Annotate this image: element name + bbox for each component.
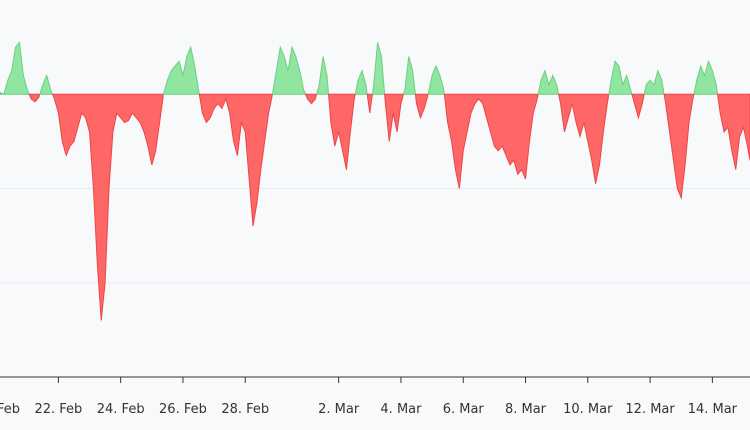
- negative-area: [663, 93, 695, 200]
- x-tick-label: 2. Mar: [318, 402, 360, 417]
- x-tick-label: 20. Feb: [0, 402, 20, 417]
- negative-area: [557, 93, 610, 184]
- x-tick-label: 24. Feb: [97, 402, 145, 417]
- x-tick-label: 14. Mar: [688, 402, 738, 417]
- x-tick-label: 10. Mar: [563, 402, 613, 417]
- negative-area: [328, 93, 356, 170]
- x-tick-label: 28. Feb: [221, 402, 269, 417]
- negative-area: [384, 93, 405, 142]
- x-axis: 20. Feb 22. Feb 24. Feb 26. Feb 28. Feb 2. Ma…: [0, 376, 750, 417]
- positive-area: [39, 73, 54, 95]
- x-tick-label: 26. Feb: [159, 402, 207, 417]
- area-series: [0, 41, 750, 321]
- negative-area: [366, 93, 373, 114]
- positive-area: [315, 56, 330, 95]
- positive-area: [371, 42, 386, 95]
- negative-area: [198, 93, 274, 227]
- negative-area: [51, 93, 165, 321]
- positive-area: [162, 45, 200, 95]
- x-tick-label: 8. Mar: [505, 402, 547, 417]
- positive-area: [0, 41, 30, 95]
- negative-area: [28, 93, 41, 103]
- negative-area: [304, 93, 318, 105]
- negative-area: [443, 93, 539, 189]
- positive-area: [608, 60, 633, 95]
- positive-area: [402, 56, 416, 95]
- positive-area: [693, 59, 719, 95]
- positive-area: [271, 45, 307, 95]
- x-tick-label: 12. Mar: [625, 402, 675, 417]
- negative-area: [716, 93, 750, 170]
- negative-area: [631, 93, 645, 120]
- positive-area: [537, 69, 560, 95]
- x-tick-label: 6. Mar: [443, 402, 485, 417]
- positive-area: [643, 69, 665, 95]
- negative-area: [414, 93, 429, 120]
- x-tick-label: 4. Mar: [380, 402, 422, 417]
- x-tick-label: 22. Feb: [34, 402, 82, 417]
- positive-area: [354, 69, 368, 95]
